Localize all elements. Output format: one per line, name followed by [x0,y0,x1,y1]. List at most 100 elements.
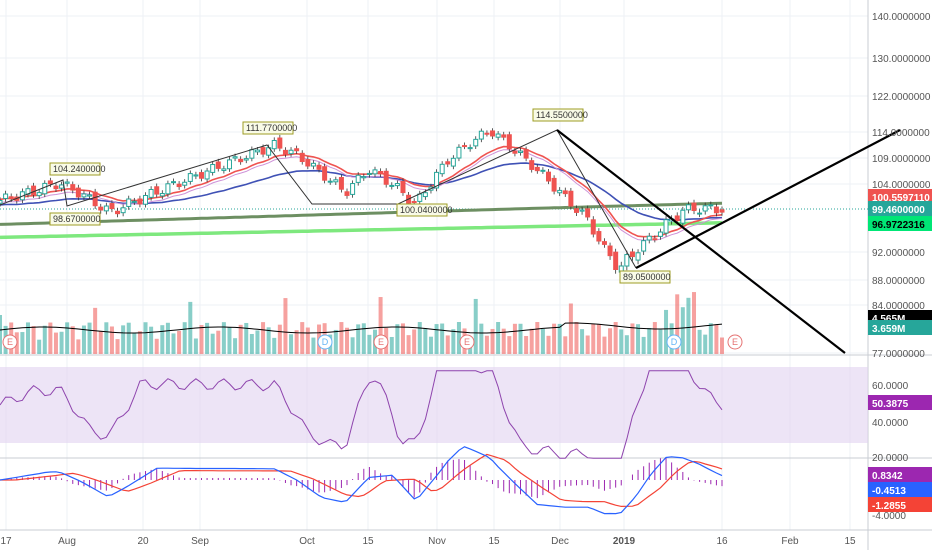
candlestick [573,205,579,217]
volume-bar [580,329,585,354]
volume-ma-line [0,322,723,334]
candle-body [92,191,98,207]
volume-bar [395,324,400,354]
volume-bar [188,301,193,354]
volume-bar [182,322,187,354]
volume-bar [53,332,58,354]
rsi-axis-tick: 20.0000 [872,453,909,464]
volume-bar [104,322,109,354]
candlestick [243,155,249,164]
candlestick [529,157,535,173]
annotation-box [49,162,101,176]
candle-body [366,172,372,175]
candle-body [702,205,708,212]
price-axis-tick: 122.0000000 [872,92,931,103]
badge-label: 0.8342 [872,471,903,482]
candlestick [434,169,440,192]
volume-bar [115,339,120,354]
candlestick [635,249,641,265]
candle-body [422,192,428,198]
earnings-dividend-marker: E [373,334,389,350]
candle-body [232,156,238,159]
candle-body [562,190,568,195]
candlestick [490,128,496,140]
candlestick [607,242,613,260]
candle-body [355,174,361,183]
candlestick [383,168,389,188]
volume-bar [266,327,271,354]
candle-body [641,240,647,252]
candle-body [344,191,350,196]
volume-bar [412,329,417,354]
candle-body [310,162,316,167]
candlestick [137,195,143,208]
candle-body [0,200,3,204]
candlestick [713,203,719,217]
candle-body [501,134,507,138]
current-price-badge: 99.4600000 [868,201,932,216]
candle-body [137,198,143,205]
zigzag-line [0,129,637,269]
candle-body [103,205,109,212]
volume-bar [496,322,501,354]
candle-body [126,198,132,207]
candlestick [226,156,232,172]
volume-bar [619,329,624,354]
candle-body [551,177,557,192]
candlestick [439,161,445,177]
candle-body [193,174,199,177]
candle-body [462,145,468,148]
candle-body [59,184,65,189]
candlestick [182,179,188,189]
macd-line-badge: -0.4513 [868,482,932,497]
candlestick [445,158,451,168]
pivot-annotation: 111.7700000 [242,121,297,135]
candlestick [159,190,165,200]
candlestick [36,189,42,199]
moving-averages [0,145,723,241]
volume-bar [484,335,489,354]
candle-body [87,194,93,197]
volume-bar [81,325,86,354]
candlestick [215,158,221,172]
candlestick [165,180,171,198]
volume-bar [451,329,456,354]
candle-body [579,209,585,212]
marker-label: D [322,337,329,347]
date-axis-tick: Oct [299,536,315,547]
annotation-box [532,108,584,122]
rsi-panel [0,367,868,459]
candle-body [226,159,232,170]
descending-trend-line [556,129,846,354]
candle-body [674,215,680,222]
candle-body [36,192,42,197]
volume-bar [456,322,461,354]
volume-bar [294,330,299,354]
marker-circle [666,334,682,350]
candle-body [663,219,669,234]
annotation-label: 98.6700000 [53,214,101,224]
rsi-line [0,370,723,459]
candle-body [685,204,691,211]
date-axis-tick: 15 [488,536,500,547]
candlestick [389,182,395,190]
candlestick [652,235,658,243]
candle-body [338,177,344,190]
volume-ma-badge: 3.659M [868,320,932,335]
candlestick [540,167,546,174]
earnings-dividend-marker: D [317,334,333,350]
volume-bar [311,337,316,354]
date-axis-tick: 15 [844,536,856,547]
candle-body [708,204,714,207]
candlestick [355,172,361,186]
candlestick [685,201,691,214]
candle-body [254,149,260,153]
candlestick [495,131,501,141]
candle-body [613,251,619,270]
candlestick [719,206,725,216]
volume-bar [109,326,114,354]
candle-body [417,193,423,202]
